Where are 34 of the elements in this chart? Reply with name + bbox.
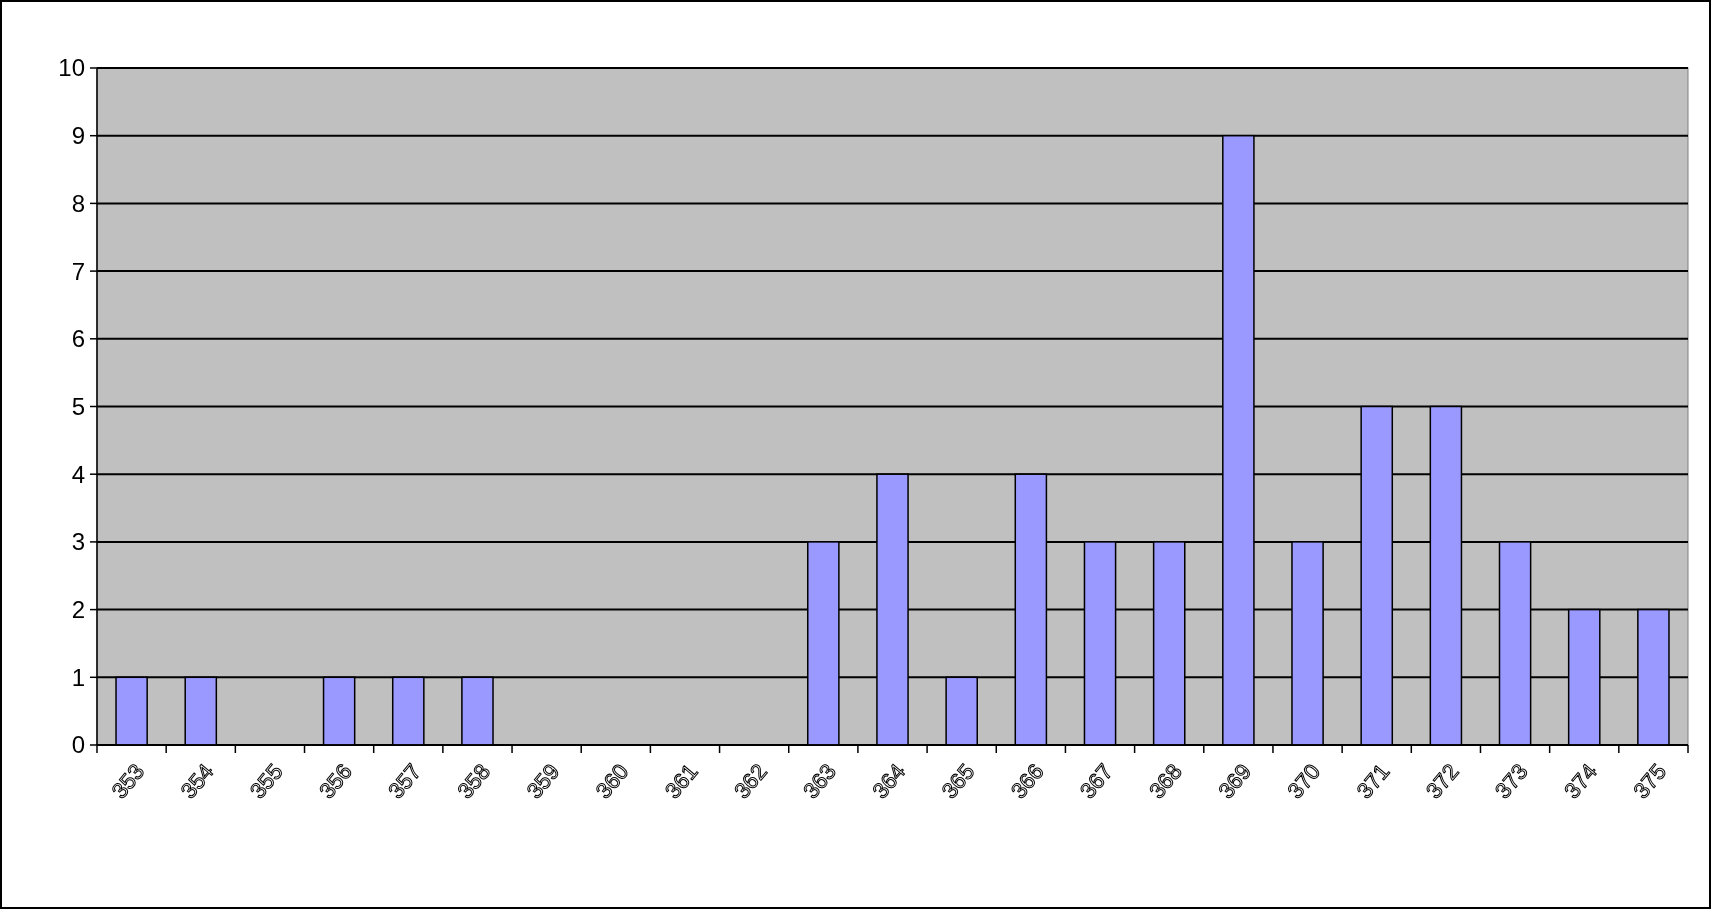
x-tick-label: 371 <box>1351 759 1395 804</box>
x-tick-label: 366 <box>1005 759 1049 804</box>
x-tick-label: 367 <box>1075 759 1118 804</box>
y-tick-label: 4 <box>71 460 85 488</box>
x-tick-label: 374 <box>1559 759 1602 804</box>
x-tick-label: 375 <box>1628 759 1672 804</box>
x-tick-label: 361 <box>659 759 703 804</box>
x-tick-label: 372 <box>1420 759 1464 804</box>
x-tick-label: 358 <box>452 759 496 804</box>
y-tick-label: 8 <box>71 189 85 217</box>
y-tick-label: 5 <box>71 392 85 420</box>
x-tick-label: 373 <box>1490 759 1533 804</box>
x-tick-label: 370 <box>1282 759 1326 804</box>
x-tick-label: 365 <box>936 759 980 804</box>
x-tick-label: 357 <box>383 759 427 804</box>
y-tick-label: 2 <box>71 596 85 623</box>
x-tick-label: 362 <box>729 759 772 804</box>
y-tick-label: 7 <box>71 257 85 285</box>
y-tick-label: 9 <box>71 122 85 150</box>
x-tick-label: 355 <box>244 759 288 804</box>
x-tick-label: 368 <box>1144 759 1187 804</box>
x-tick-label: 353 <box>106 759 150 804</box>
x-tick-label: 369 <box>1213 759 1257 804</box>
x-tick-label: 356 <box>314 759 357 804</box>
x-tick-label: 360 <box>590 759 634 804</box>
y-tick-label: 1 <box>71 663 85 691</box>
y-tick-label: 3 <box>71 528 85 556</box>
y-tick-label: 0 <box>71 731 85 759</box>
x-tick-label: 363 <box>798 759 842 804</box>
x-tick-label: 354 <box>175 759 219 804</box>
x-tick-label: 359 <box>521 759 565 804</box>
y-tick-label: 6 <box>71 325 85 353</box>
x-tick-label: 364 <box>867 759 911 804</box>
y-tick-label: 10 <box>58 54 85 82</box>
